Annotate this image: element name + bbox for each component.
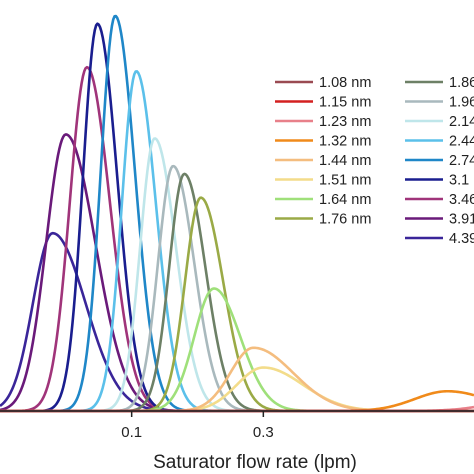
legend-item: 1.32 nm	[275, 134, 371, 150]
legend-label: 1.23 nm	[319, 114, 371, 130]
legend-item: 1.15 nm	[275, 95, 371, 111]
series-line-3-46-nm	[0, 65, 474, 413]
legend-label: 1.44 nm	[319, 153, 371, 169]
legend-label: 3.46 nm	[449, 192, 474, 208]
series-line-1-76-nm	[0, 196, 474, 413]
legend-item: 1.23 nm	[275, 114, 371, 130]
legend-label: 1.64 nm	[319, 192, 371, 208]
legend-item: 4.39 nm	[405, 231, 474, 247]
legend-item: 1.08 nm	[275, 75, 371, 91]
legend-label: 3.1 nm	[449, 173, 474, 189]
legend-label: 1.32 nm	[319, 134, 371, 150]
legend-item: 2.44 nm	[405, 134, 474, 150]
legend-label: 2.74 nm	[449, 153, 474, 169]
series-line-1-86-nm	[0, 172, 474, 413]
legend-item: 1.44 nm	[275, 153, 371, 169]
legend-item: 3.1 nm	[405, 173, 474, 189]
legend-item: 1.76 nm	[275, 212, 371, 228]
legend-item: 2.14 nm	[405, 114, 474, 130]
legend-item: 1.64 nm	[275, 192, 371, 208]
legend-label: 1.86 nm	[449, 75, 474, 91]
legend-item: 3.46 nm	[405, 192, 474, 208]
x-axis-ticks: 0.1 0.3	[121, 411, 274, 441]
legend-item: 1.51 nm	[275, 173, 371, 189]
legend-item: 1.96 nm	[405, 95, 474, 111]
x-tick-label: 0.1	[121, 424, 142, 441]
legend-item: 1.86 nm	[405, 75, 474, 91]
legend-label: 1.96 nm	[449, 95, 474, 111]
legend-label: 2.44 nm	[449, 134, 474, 150]
x-tick-label: 0.3	[253, 424, 274, 441]
legend-label: 1.76 nm	[319, 212, 371, 228]
legend-item: 2.74 nm	[405, 153, 474, 169]
legend-label: 4.39 nm	[449, 231, 474, 247]
legend-label: 1.15 nm	[319, 95, 371, 111]
legend-label: 1.51 nm	[319, 173, 371, 189]
legend: 1.08 nm 1.15 nm 1.23 nm 1.32 nm 1.44 nm 1.51 …	[275, 75, 474, 247]
legend-label: 3.91 nm	[449, 212, 474, 228]
legend-label: 1.08 nm	[319, 75, 371, 91]
data-curves	[0, 14, 474, 413]
legend-item: 3.91 nm	[405, 212, 474, 228]
legend-label: 2.14 nm	[449, 114, 474, 130]
series-line-1-96-nm	[0, 164, 474, 413]
x-axis-title: Saturator flow rate (lpm)	[153, 452, 357, 473]
